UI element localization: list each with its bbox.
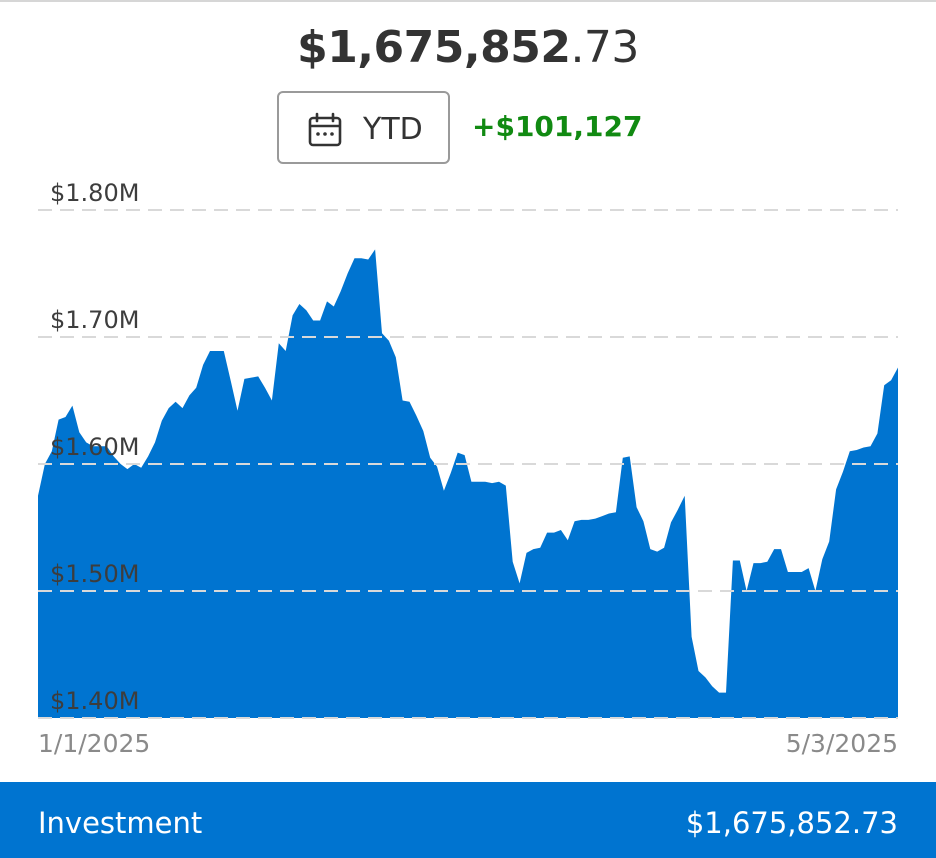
calendar-icon (308, 112, 342, 147)
account-summary-bar[interactable]: Investment $1,675,852.73 (0, 782, 936, 858)
balance-area-chart: $1.80M $1.70M $1.60M $1.50M $1.40M 1/1/2025 5/… (38, 179, 898, 758)
period-selector-button[interactable]: YTD (277, 91, 450, 164)
period-change-amount: +$101,127 (472, 110, 643, 143)
portfolio-balance: $1,675,852.73 (0, 22, 936, 73)
period-label: YTD (363, 112, 423, 147)
balance-whole: $1,675,852 (297, 22, 571, 73)
y-tick-label: $1.70M (50, 306, 139, 334)
top-divider (0, 0, 936, 2)
y-tick-label: $1.50M (50, 560, 139, 588)
x-start-label: 1/1/2025 (38, 729, 150, 758)
x-end-label: 5/3/2025 (786, 729, 898, 758)
y-tick-label: $1.80M (50, 179, 139, 207)
account-name: Investment (38, 806, 203, 840)
account-amount: $1,675,852.73 (685, 806, 898, 840)
y-tick-label: $1.60M (50, 433, 139, 461)
balance-area (38, 249, 898, 718)
balance-cents: .73 (570, 22, 639, 73)
y-tick-label: $1.40M (50, 687, 139, 715)
